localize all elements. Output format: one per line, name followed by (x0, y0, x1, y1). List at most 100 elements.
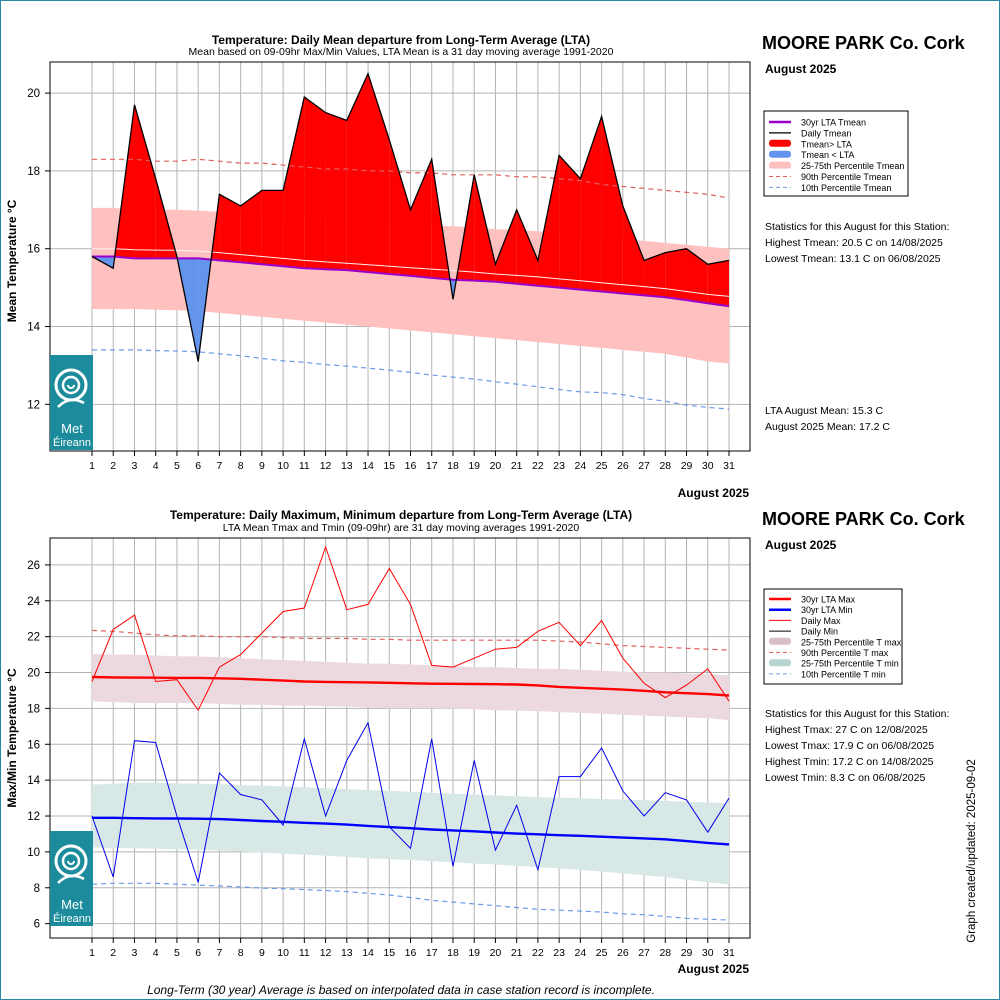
bottom-xtick-label: 18 (447, 947, 459, 959)
bottom-y-axis-label: Max/Min Temperature °C (5, 668, 19, 808)
tmean-above-lta-fill (474, 174, 496, 282)
tmean-above-lta-fill (346, 73, 369, 273)
top-xtick-label: 21 (511, 460, 523, 472)
footer-note: Long-Term (30 year) Average is based on … (147, 983, 655, 997)
top-xtick-label: 17 (426, 460, 438, 472)
tmean-above-lta-fill (219, 194, 241, 263)
top-xtick-label: 6 (195, 460, 201, 472)
bottom-xtick-label: 11 (299, 947, 310, 959)
legend-90th-tmean-label: 90th Percentile Tmean (801, 172, 891, 182)
bottom-xtick-label: 15 (383, 947, 395, 959)
top-stats-highest: Highest Tmean: 20.5 C on 14/08/2025 (765, 237, 943, 249)
tmean-above-lta-fill (516, 209, 538, 286)
tmean-above-lta-fill (134, 104, 156, 259)
bottom-xtick-label: 31 (723, 947, 735, 959)
tmean-above-lta-fill (707, 260, 729, 307)
tmean-above-lta-fill (559, 155, 581, 290)
bottom-xtick-label: 8 (238, 947, 244, 959)
bottom-percentile-bands (92, 653, 729, 885)
swirl-icon (54, 368, 88, 408)
bottom-ytick-label: 16 (27, 739, 40, 751)
bottom-xtick-label: 2 (110, 947, 116, 959)
bottom-xtick-label: 16 (405, 947, 417, 959)
met-eireann-logo-bottom: Met Éireann (50, 831, 93, 926)
bottom-ytick-label: 26 (27, 560, 40, 572)
logo-word-met: Met (61, 897, 83, 912)
top-y-ticks: 12 14 16 18 20 (27, 88, 50, 411)
top-xtick-label: 5 (174, 460, 180, 472)
legend-above-lta-swatch (769, 139, 791, 147)
bottom-x-ticks: 1 2 3 4 5 6 7 8 9 10 11 12 13 14 15 16 17 18 19 20 21 22 23 24 2… (89, 938, 735, 959)
top-xtick-label: 18 (447, 460, 459, 472)
top-lines (91, 71, 730, 410)
top-station-name: MOORE PARK Co. Cork (762, 33, 966, 53)
bottom-xtick-label: 12 (320, 947, 332, 959)
bottom-xtick-label: 21 (511, 947, 523, 959)
top-xtick-label: 23 (553, 460, 565, 472)
legend-daily-max-label: Daily Max (801, 616, 841, 626)
legend-tmin-band-swatch (769, 659, 791, 667)
bottom-xtick-label: 13 (341, 947, 353, 959)
tmean-90th-percentile-line (92, 158, 730, 199)
legend-tmean-band-swatch (769, 161, 791, 169)
bottom-month-label: August 2025 (765, 538, 837, 552)
bottom-xtick-label: 19 (468, 947, 480, 959)
bottom-xtick-label: 17 (426, 947, 438, 959)
legend-daily-tmean-label: Daily Tmean (801, 128, 851, 138)
tmean-above-lta-fill (304, 97, 326, 270)
logo-word-eireann: Éireann (53, 912, 91, 925)
top-xtick-label: 8 (238, 460, 244, 472)
top-xtick-label: 30 (702, 460, 714, 472)
legend-lta-max-label: 30yr LTA Max (801, 595, 856, 605)
met-eireann-logo-top: Met Éireann (50, 355, 93, 450)
top-ytick-label: 14 (27, 322, 40, 334)
tmean-above-lta-fill (537, 155, 560, 288)
tmean-lta-line (92, 255, 730, 308)
top-xtick-label: 20 (490, 460, 502, 472)
bottom-ytick-label: 20 (27, 668, 40, 680)
tmean-above-lta-fill (325, 112, 347, 271)
bottom-xtick-label: 29 (681, 947, 693, 959)
bottom-ytick-label: 10 (27, 847, 40, 859)
bottom-stats-highest-tmin: Highest Tmin: 17.2 C on 14/08/2025 (765, 756, 934, 768)
tmin-10th-percentile-line (91, 882, 730, 921)
tmean-above-lta-fill (665, 248, 687, 301)
bottom-grid (50, 538, 750, 938)
top-xtick-label: 9 (259, 460, 265, 472)
tmean-above-lta-fill (261, 190, 284, 267)
top-xtick-label: 4 (153, 460, 159, 472)
bottom-y-ticks: 6 8 10 12 14 16 18 20 22 24 26 (27, 560, 50, 931)
tmean-above-lta-fill (580, 116, 602, 292)
bottom-xtick-label: 10 (277, 947, 289, 959)
bottom-x-axis-label: August 2025 (678, 962, 750, 976)
tmin-lta-line (92, 816, 730, 846)
top-xtick-label: 24 (575, 460, 587, 472)
bottom-xtick-label: 6 (195, 947, 201, 959)
tmax-lta-line (91, 675, 730, 697)
bottom-ytick-label: 18 (27, 703, 40, 715)
top-month-mean: August 2025 Mean: 17.2 C (765, 421, 890, 433)
top-xtick-label: 15 (383, 460, 395, 472)
top-stats-heading: Statistics for this August for this Stat… (765, 221, 949, 233)
bottom-xtick-label: 5 (174, 947, 180, 959)
bottom-xtick-label: 7 (216, 947, 222, 959)
bottom-xtick-label: 24 (575, 947, 587, 959)
graph-updated-label: Graph created/updated: 2025-09-02 (966, 759, 978, 943)
legend-tmean-band-label: 25-75th Percentile Tmean (801, 161, 904, 171)
top-ytick-label: 18 (27, 166, 40, 178)
logo-word-met: Met (61, 421, 83, 436)
legend-above-lta-label: Tmean> LTA (801, 139, 852, 149)
bottom-xtick-label: 22 (532, 947, 544, 959)
top-xtick-label: 29 (681, 460, 693, 472)
top-xtick-label: 7 (216, 460, 222, 472)
top-xtick-label: 13 (341, 460, 353, 472)
tmean-above-lta-fill (389, 139, 411, 276)
top-stats-lowest: Lowest Tmean: 13.1 C on 06/08/2025 (765, 253, 941, 265)
bottom-xtick-label: 28 (659, 947, 671, 959)
legend-lta-tmean-label: 30yr LTA Tmean (801, 118, 866, 128)
